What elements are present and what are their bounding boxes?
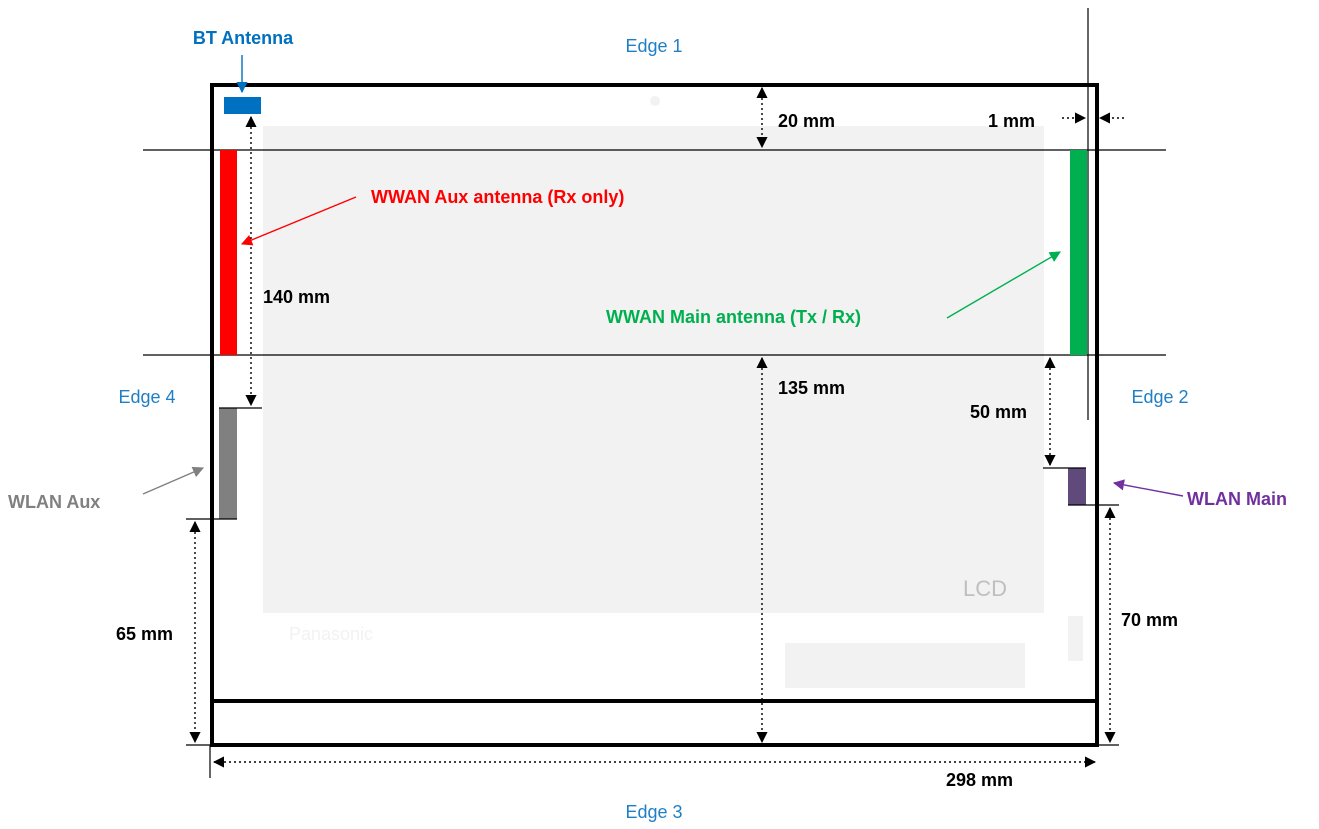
dim-140mm-label: 140 mm: [263, 287, 330, 307]
wlan-aux-label: WLAN Aux: [8, 492, 100, 512]
edge-2-label: Edge 2: [1131, 387, 1188, 407]
wwan-aux-antenna-block: [220, 150, 237, 355]
bottom-label-area: [785, 643, 1025, 688]
wlan-main-label: WLAN Main: [1187, 489, 1287, 509]
edge-4-label: Edge 4: [118, 387, 175, 407]
bt-antenna-block: [224, 97, 261, 114]
lcd-label: LCD: [963, 576, 1007, 601]
brand-label: Panasonic: [289, 624, 373, 644]
camera-dot: [650, 96, 660, 106]
bt-antenna-label: BT Antenna: [193, 28, 294, 48]
lcd-panel: [263, 126, 1044, 613]
edge-3-label: Edge 3: [625, 802, 682, 822]
dim-135mm-label: 135 mm: [778, 378, 845, 398]
wlan-aux-callout-arrow: [142, 466, 205, 495]
dim-70mm-label: 70 mm: [1121, 610, 1178, 630]
wlan-main-antenna-block: [1068, 468, 1086, 505]
wwan-aux-callout-arrow: [240, 196, 357, 246]
wwan-main-label: WWAN Main antenna (Tx / Rx): [606, 307, 861, 327]
dim-20mm-label: 20 mm: [778, 111, 835, 131]
dim-298mm-label: 298 mm: [946, 770, 1013, 790]
wlan-main-callout-arrow: [1112, 479, 1184, 497]
side-slot: [1068, 616, 1083, 661]
dim-1mm-label: 1 mm: [988, 111, 1035, 131]
wwan-aux-label: WWAN Aux antenna (Rx only): [371, 187, 624, 207]
wwan-main-callout-arrow: [946, 251, 1061, 319]
wlan-aux-antenna-block: [219, 408, 237, 519]
device-outline: [210, 83, 1099, 747]
dim-65mm-label: 65 mm: [116, 624, 173, 644]
dim-50mm-label: 50 mm: [970, 402, 1027, 422]
wwan-main-antenna-block: [1070, 150, 1087, 355]
edge-1-label: Edge 1: [625, 36, 682, 56]
